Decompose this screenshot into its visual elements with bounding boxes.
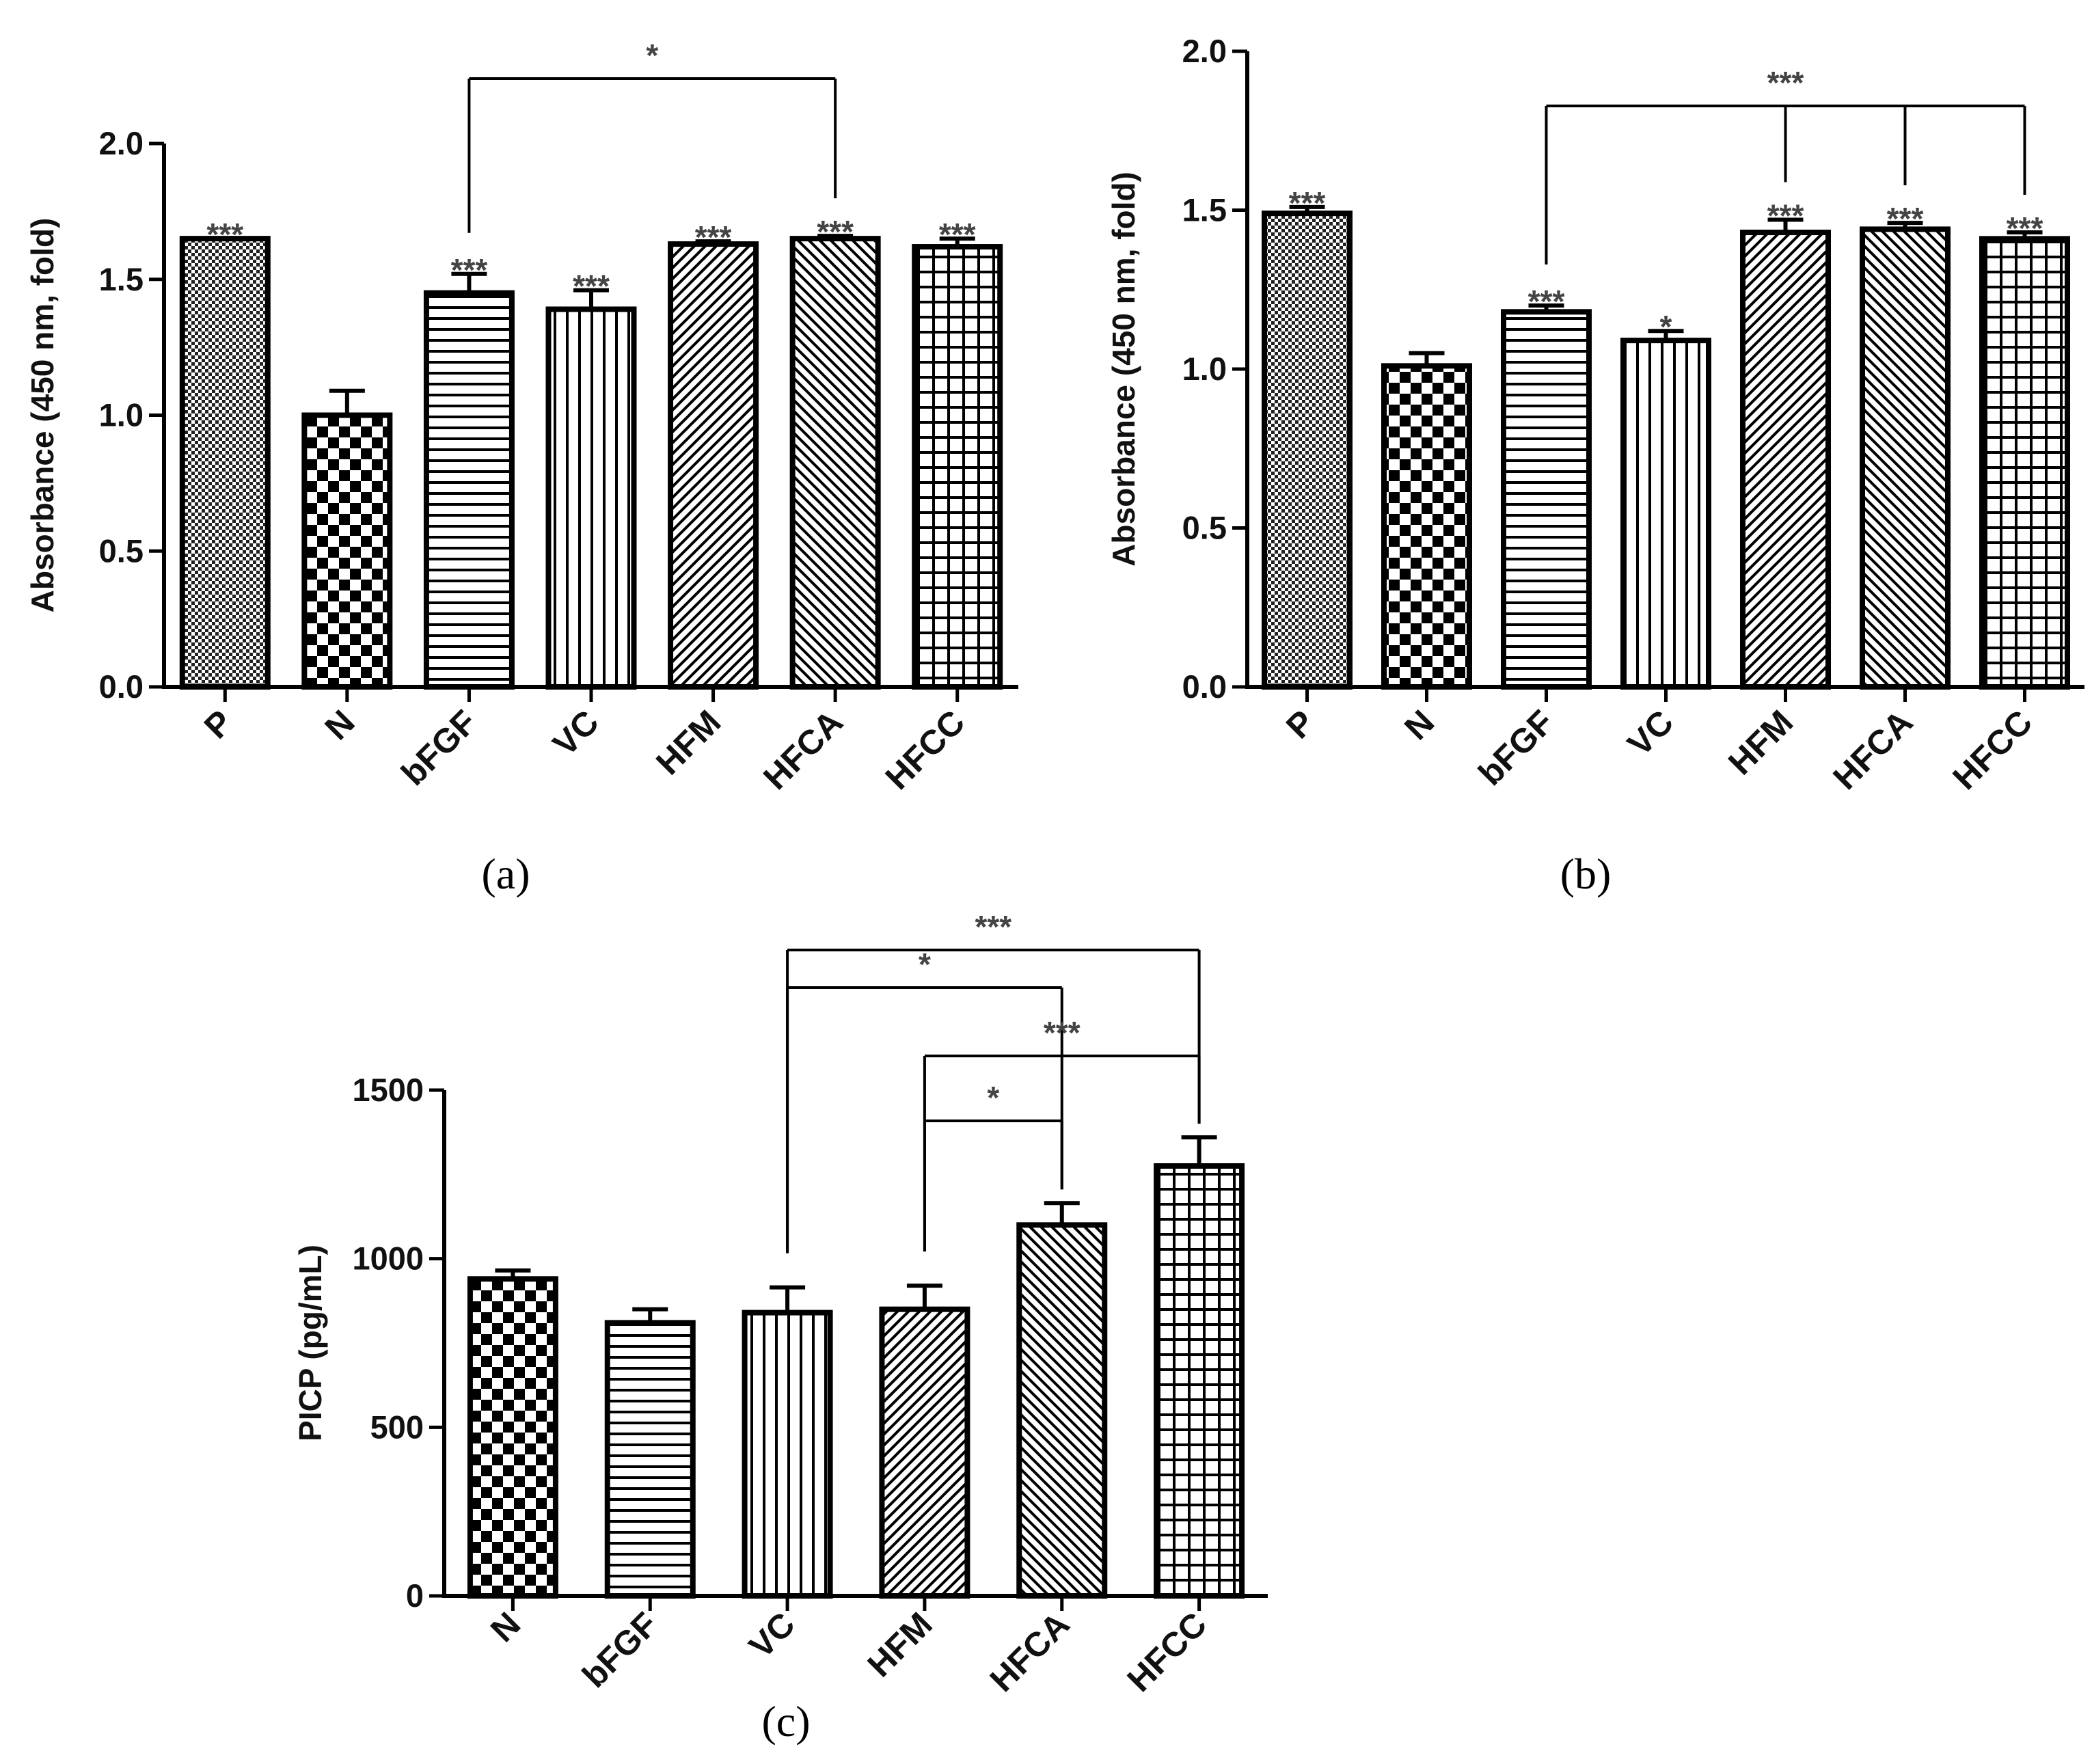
- x-tick-label: HFCC: [878, 703, 973, 797]
- bar-vc: [1620, 338, 1711, 690]
- x-tick-label: VC: [1620, 703, 1681, 763]
- y-tick-label: 0.5: [1182, 510, 1227, 546]
- chart-panel-a: 0.0 0.5 1.0 1.5 2.0 Absorbance (450 nm, fold)…: [25, 38, 1018, 898]
- y-tick-label: 1.0: [99, 397, 144, 433]
- panel-label: (c): [761, 1697, 810, 1746]
- significance-label: ***: [939, 217, 976, 252]
- significance-label: ***: [1767, 198, 1804, 233]
- bar-n: [467, 1276, 558, 1599]
- y-axis-title: PICP (pg/mL): [293, 1245, 328, 1441]
- x-tick-label: HFM: [860, 1605, 940, 1684]
- x-tick-label: N: [318, 703, 362, 747]
- chart-panel-c: 0 500 1000 1500 PICP (pg/mL) N bFGF VC HFM HFCA HF…: [293, 909, 1268, 1746]
- significance-label: ***: [451, 252, 488, 288]
- bar-n: [301, 412, 393, 690]
- chart-panel-b: 0.0 0.5 1.0 1.5 2.0 Absorbance (450 nm, fold)…: [1106, 33, 2084, 898]
- significance-label: ***: [695, 219, 732, 255]
- x-tick-label: HFM: [1721, 703, 1800, 782]
- y-tick-label: 0: [406, 1577, 424, 1614]
- x-tick-label: HFCC: [1945, 703, 2039, 797]
- bar-hfca: [789, 236, 881, 690]
- bar-vc: [545, 306, 637, 690]
- significance-label: ***: [817, 214, 854, 249]
- x-tick-label: N: [1397, 703, 1441, 747]
- bar-bfgf: [604, 1320, 696, 1599]
- y-tick-label: 2.0: [1182, 33, 1227, 69]
- significance-label: ***: [206, 217, 243, 252]
- bracket-label: ***: [975, 909, 1011, 945]
- panel-label: (b): [1560, 850, 1612, 898]
- bar-p: [1262, 211, 1353, 690]
- y-axis-title: Absorbance (450 nm, fold): [1106, 172, 1141, 567]
- x-tick-label: HFCA: [756, 703, 850, 797]
- significance-label: ***: [573, 269, 610, 304]
- bar-hfm: [1740, 230, 1831, 690]
- bar-hfcc: [1979, 236, 2070, 690]
- bar-hfcc: [1154, 1163, 1245, 1599]
- bracket-label: ***: [1767, 65, 1804, 100]
- bracket-label: *: [919, 947, 931, 982]
- panel-label: (a): [481, 850, 530, 898]
- bracket-label: *: [646, 38, 658, 73]
- x-tick-label: N: [483, 1605, 528, 1649]
- significance-label: *: [1660, 309, 1672, 344]
- y-tick-label: 500: [370, 1409, 424, 1445]
- significance-label: ***: [2007, 211, 2043, 246]
- x-tick-label: VC: [742, 1605, 802, 1666]
- y-tick-label: 1.5: [1182, 192, 1227, 228]
- x-tick-label: bFGF: [394, 703, 484, 793]
- y-axis-title: Absorbance (450 nm, fold): [25, 218, 60, 613]
- y-tick-label: 1000: [352, 1240, 424, 1277]
- bar-vc: [742, 1310, 833, 1599]
- bar-p: [179, 236, 271, 690]
- x-tick-label: HFCC: [1120, 1605, 1214, 1699]
- x-tick-label: bFGF: [575, 1605, 665, 1695]
- x-tick-label: HFM: [649, 703, 728, 782]
- significance-label: ***: [1887, 201, 1924, 236]
- y-tick-label: 1.5: [99, 261, 144, 297]
- y-tick-label: 2.0: [99, 125, 144, 161]
- bar-hfm: [668, 241, 759, 690]
- x-tick-label: VC: [545, 703, 606, 763]
- bar-hfm: [879, 1306, 970, 1599]
- x-tick-label: bFGF: [1471, 703, 1561, 793]
- y-tick-label: 0.0: [99, 668, 144, 705]
- x-tick-label: HFCA: [1825, 703, 1920, 797]
- y-tick-label: 0.5: [99, 532, 144, 569]
- bar-bfgf: [423, 290, 515, 690]
- significance-label: ***: [1289, 185, 1326, 221]
- bar-hfca: [1016, 1222, 1108, 1599]
- significance-label: ***: [1528, 284, 1565, 319]
- bar-hfca: [1860, 226, 1951, 690]
- y-tick-label: 0.0: [1182, 668, 1227, 705]
- bar-hfcc: [912, 244, 1003, 690]
- bracket-label: *: [987, 1080, 999, 1115]
- y-tick-label: 1500: [352, 1072, 424, 1108]
- bracket-label: ***: [1044, 1015, 1081, 1050]
- x-tick-label: P: [1279, 703, 1322, 746]
- bar-n: [1381, 363, 1472, 690]
- y-tick-label: 1.0: [1182, 351, 1227, 387]
- bar-bfgf: [1501, 309, 1592, 690]
- x-tick-label: P: [197, 703, 240, 746]
- x-tick-label: HFCA: [983, 1605, 1077, 1699]
